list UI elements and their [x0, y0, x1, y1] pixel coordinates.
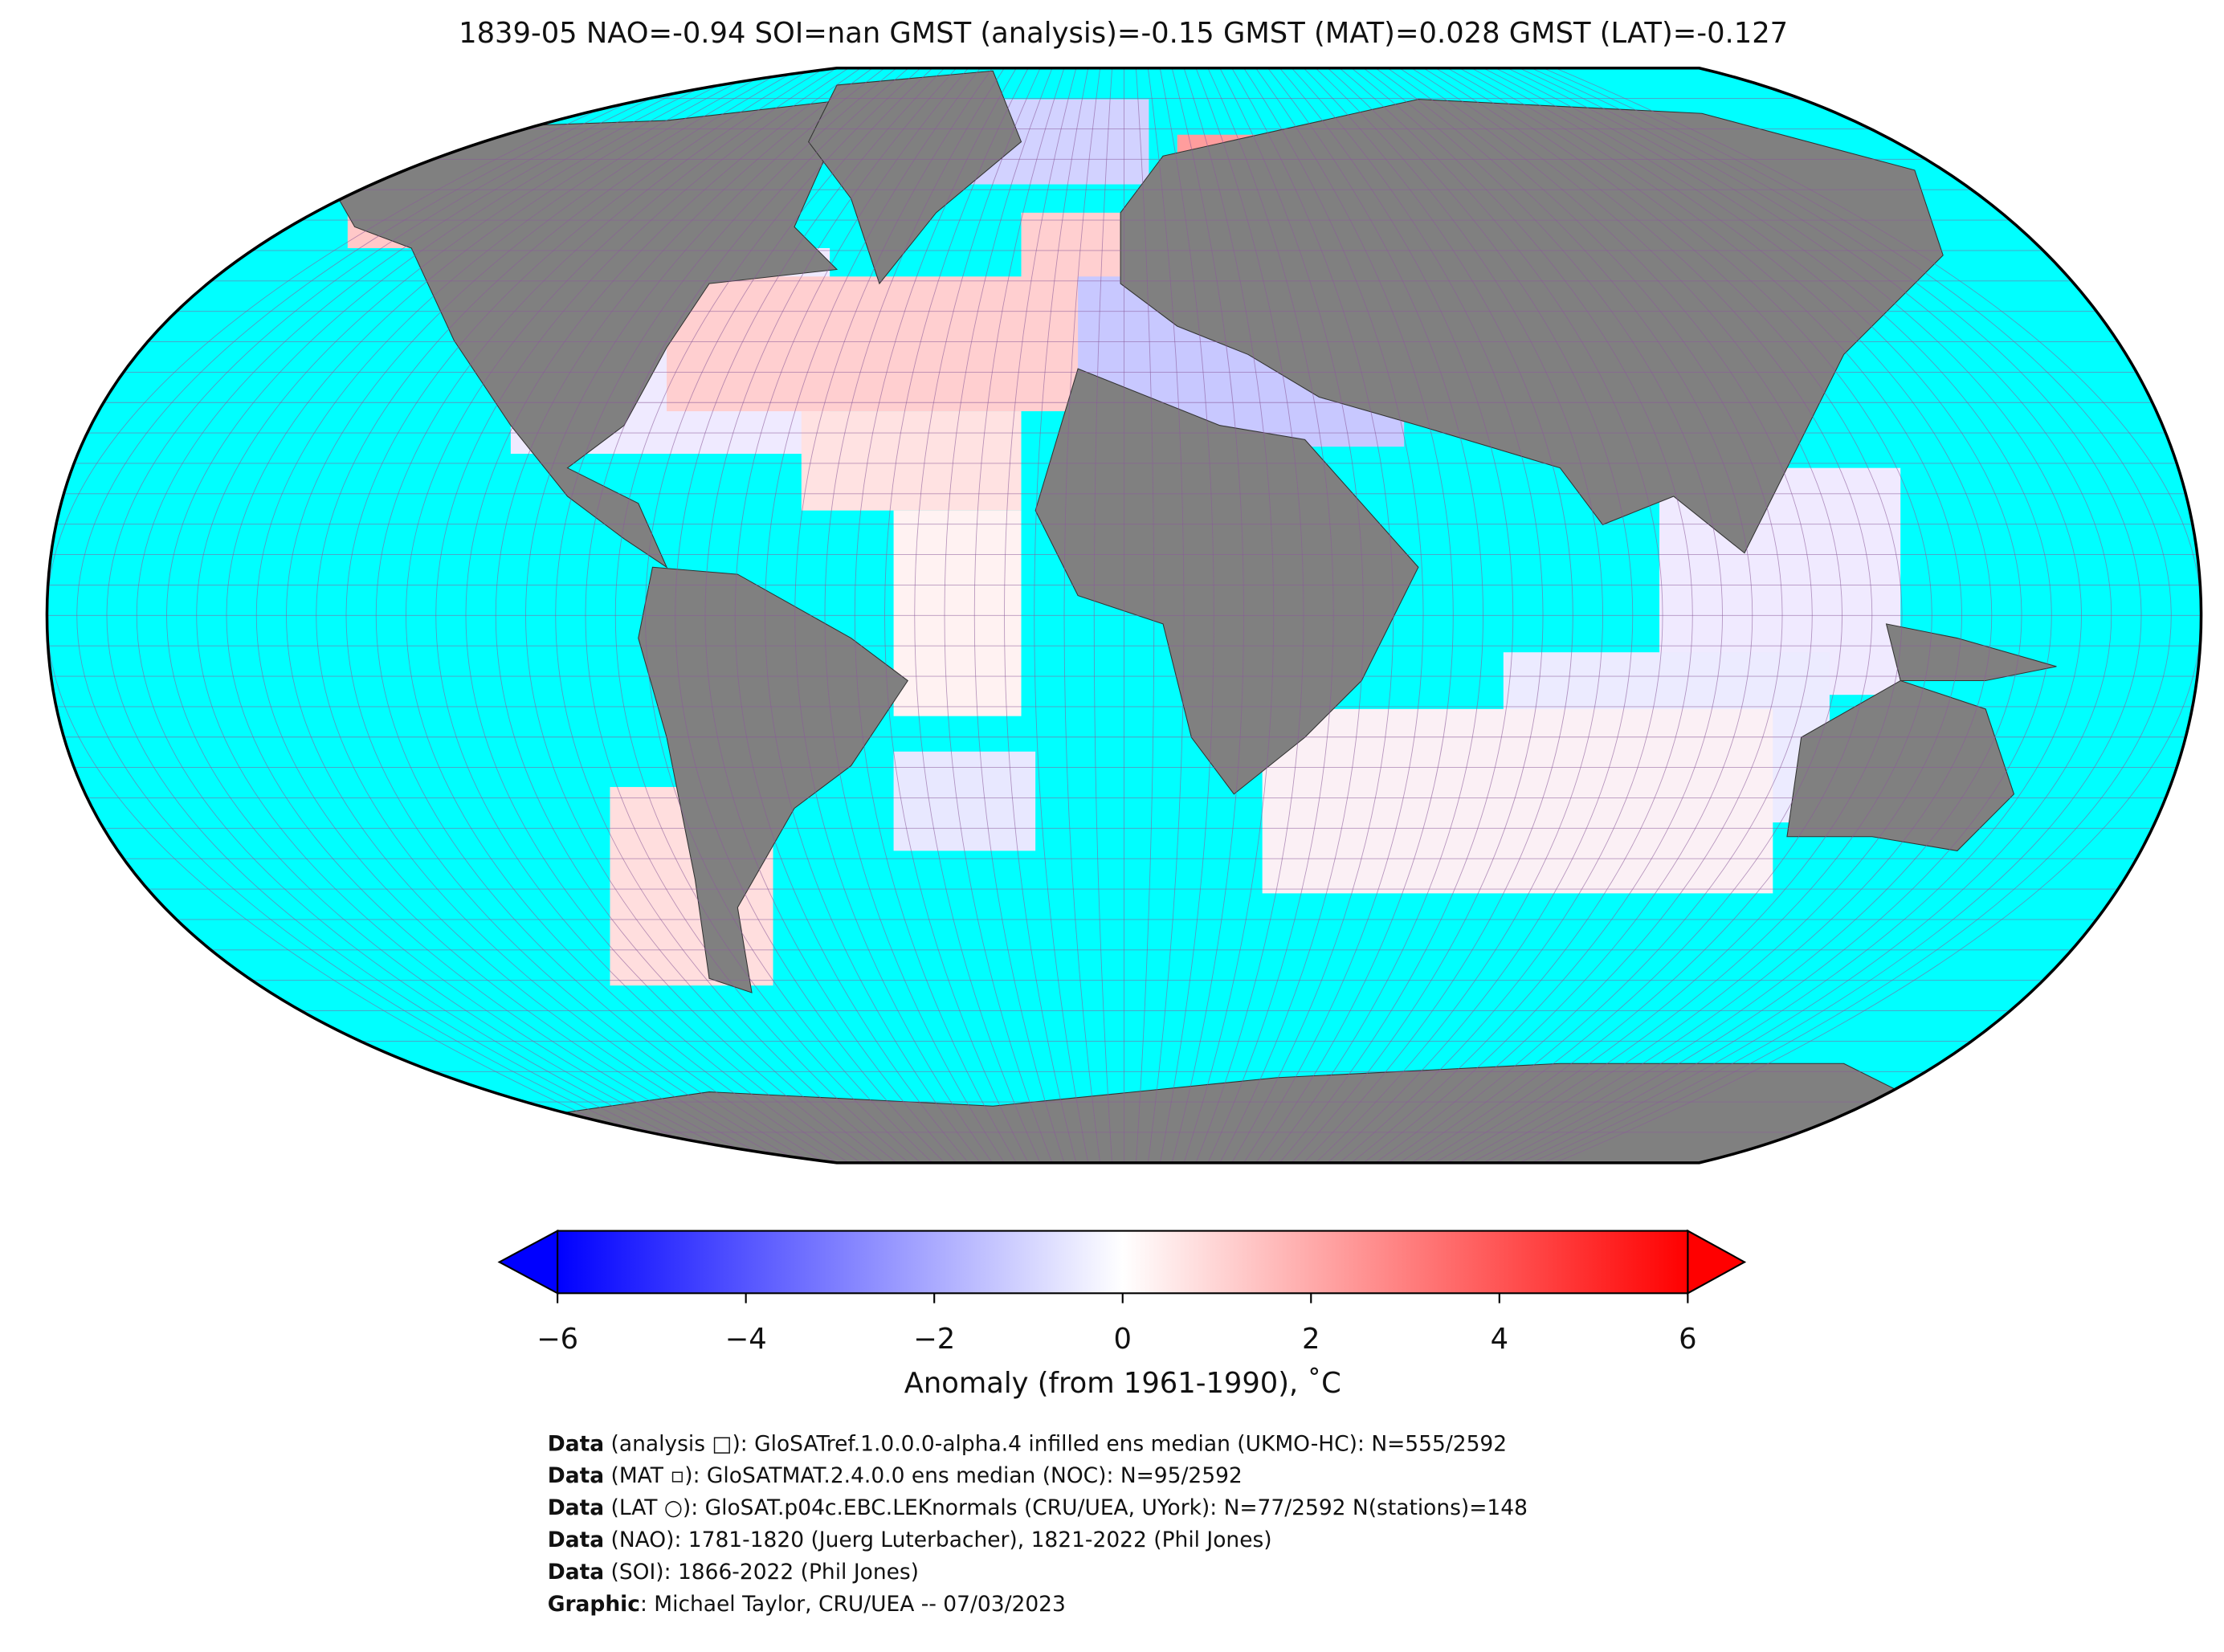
credit-text: : Michael Taylor, CRU/UEA -- 07/03/2023: [640, 1592, 1066, 1617]
credits: Data (analysis □): GloSATref.1.0.0.0-alp…: [548, 1431, 1528, 1617]
credit-label: Data: [548, 1495, 604, 1520]
colorbar-tick-label: −6: [537, 1323, 578, 1356]
credit-label: Data: [548, 1560, 604, 1585]
colorbar-tick-label: −2: [913, 1323, 955, 1356]
credit-line: Data (LAT ○): GloSAT.p04c.EBC.LEKnormals…: [548, 1495, 1528, 1520]
colorbar: −6 −4 −2 0 2 4 6 Anomaly (from 1961-1990), ˚C: [497, 1229, 1747, 1400]
credit-text: (analysis □): GloSATref.1.0.0.0-alpha.4 …: [604, 1431, 1507, 1456]
title: 1839-05 NAO=-0.94 SOI=nan GMST (analysis…: [459, 17, 1788, 50]
credit-line: Data (analysis □): GloSATref.1.0.0.0-alp…: [548, 1431, 1507, 1456]
credit-label: Data: [548, 1528, 604, 1552]
colorbar-under: [497, 1229, 559, 1295]
credit-text: (SOI): 1866-2022 (Phil Jones): [604, 1560, 919, 1585]
credit-line: Data (NAO): 1781-1820 (Juerg Luterbacher…: [548, 1528, 1272, 1552]
credit-label: Data: [548, 1431, 604, 1456]
credit-text: (NAO): 1781-1820 (Juerg Luterbacher), 18…: [604, 1528, 1272, 1552]
colorbar-tick-label: −4: [725, 1323, 767, 1356]
colorbar-tick-label: 4: [1491, 1323, 1508, 1356]
colorbar-scale: [557, 1230, 1689, 1295]
colorbar-tick-label: 2: [1302, 1323, 1320, 1356]
colorbar-tick-label: 6: [1679, 1323, 1696, 1356]
colorbar-label: Anomaly (from 1961-1990), ˚C: [904, 1367, 1341, 1400]
credit-text: (MAT ▫): GloSATMAT.2.4.0.0 ens median (N…: [604, 1463, 1243, 1488]
credit-label: Data: [548, 1463, 604, 1488]
colorbar-tick-label: 0: [1114, 1323, 1132, 1356]
map-outline: [45, 66, 2203, 1165]
credit-text: (LAT ○): GloSAT.p04c.EBC.LEKnormals (CRU…: [604, 1495, 1528, 1520]
credit-line: Data (MAT ▫): GloSATMAT.2.4.0.0 ens medi…: [548, 1463, 1243, 1488]
colorbar-over: [1687, 1229, 1747, 1295]
credit-line: Data (SOI): 1866-2022 (Phil Jones): [548, 1560, 919, 1585]
credit-line: Graphic: Michael Taylor, CRU/UEA -- 07/0…: [548, 1592, 1066, 1617]
credit-label: Graphic: [548, 1592, 640, 1617]
